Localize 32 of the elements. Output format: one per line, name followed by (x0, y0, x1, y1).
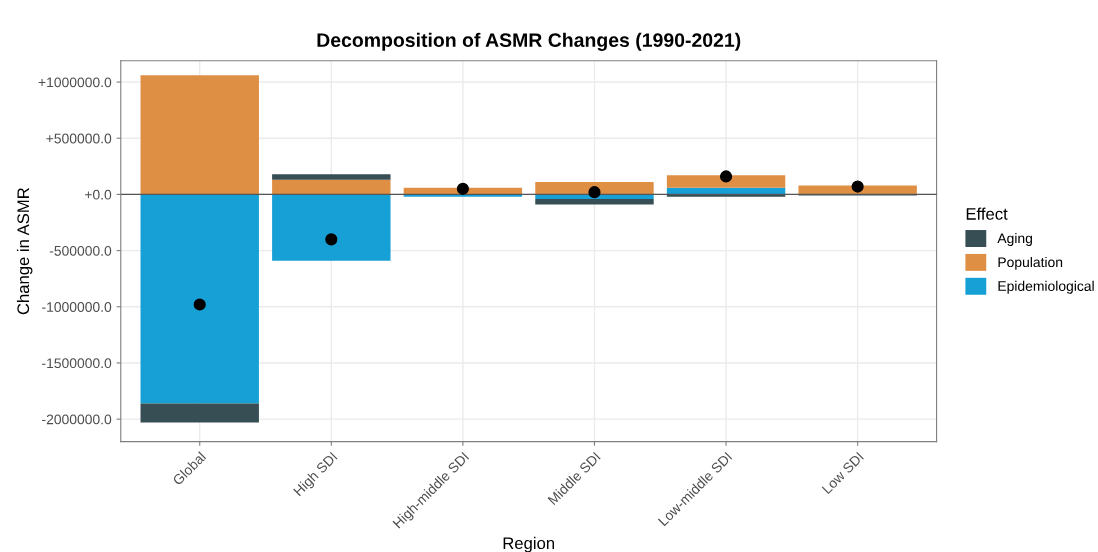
bar (140, 75, 259, 195)
point (456, 182, 469, 195)
legend-title: Effect (966, 207, 1008, 220)
y-tick-label: +1000000.0 (38, 77, 112, 88)
bar (798, 185, 917, 195)
bar (272, 174, 391, 180)
bar (140, 403, 259, 423)
y-tick-label: -1500000.0 (42, 358, 112, 369)
x-tick-label: High SDI (292, 451, 340, 499)
point (588, 186, 601, 199)
bar (272, 179, 391, 195)
chart-title: Decomposition of ASMR Changes (1990-2021) (317, 32, 741, 51)
legend-label: Aging (997, 233, 1032, 246)
x-tick-label: Low SDI (821, 451, 864, 495)
y-tick-label: +500000.0 (46, 133, 112, 144)
bar (535, 198, 654, 205)
point (851, 180, 864, 193)
bar (140, 194, 259, 404)
bar (272, 194, 391, 261)
legend-label: Population (998, 256, 1063, 270)
y-tick-label: +0.0 (85, 189, 112, 200)
y-tick-label: -500000.0 (49, 245, 112, 256)
legend-label: Epidemiological (998, 280, 1094, 294)
y-tick-label: -1000000.0 (42, 302, 112, 312)
point (193, 298, 206, 311)
point (325, 233, 338, 246)
y-axis-title: Change in ASMR (16, 188, 33, 315)
bar (535, 182, 654, 195)
x-axis-title: Region (503, 536, 555, 552)
point (719, 170, 733, 183)
y-tick-label: -2000000.0 (42, 414, 112, 425)
bar (666, 175, 786, 188)
